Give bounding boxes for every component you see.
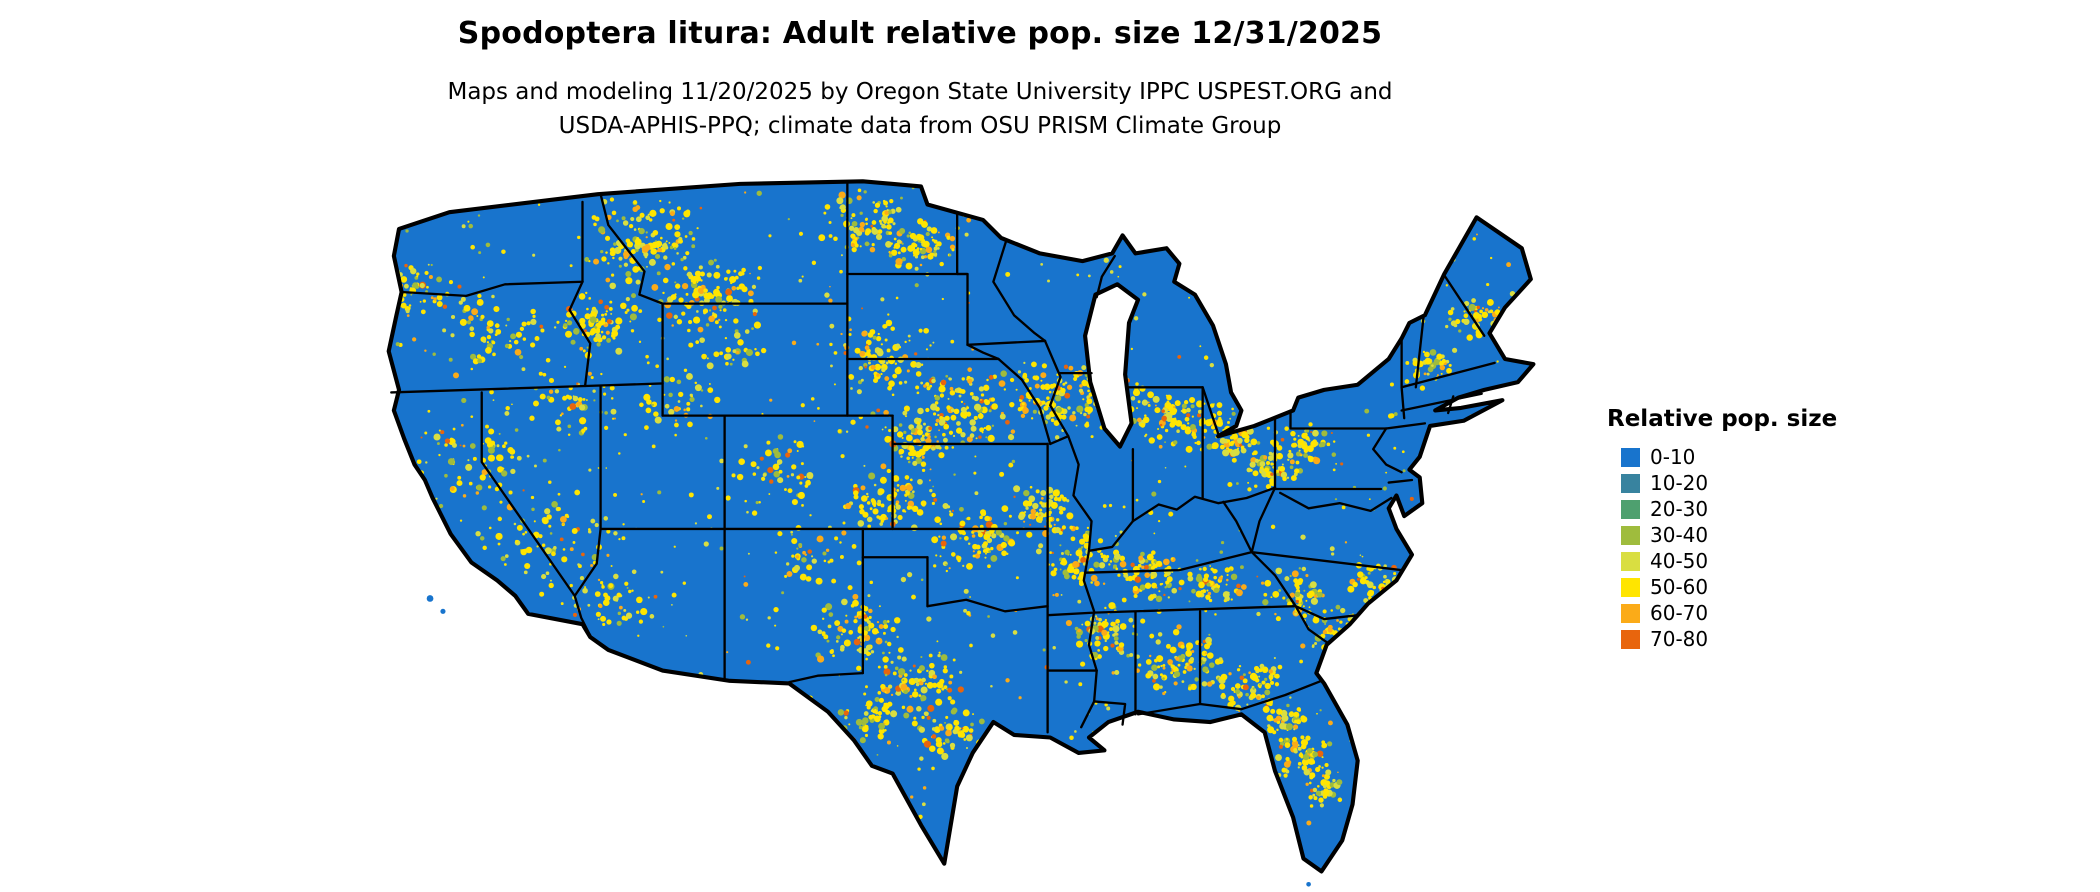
state-borders bbox=[390, 182, 1496, 734]
legend-item: 0-10 bbox=[1621, 444, 1887, 470]
map-title: Spodoptera litura: Adult relative pop. s… bbox=[457, 16, 1383, 51]
legend-swatch bbox=[1621, 499, 1640, 519]
us-map bbox=[275, 171, 1567, 892]
map-subtitle-line2: USDA-APHIS-PPQ; climate data from OSU PR… bbox=[558, 113, 1282, 139]
legend-swatch bbox=[1621, 551, 1640, 571]
legend-label: 20-30 bbox=[1650, 497, 1709, 521]
us-map-svg bbox=[386, 179, 1536, 887]
legend-label: 70-80 bbox=[1650, 627, 1709, 651]
legend-swatch bbox=[1621, 525, 1640, 545]
legend-title: Relative pop. size bbox=[1607, 406, 1838, 432]
legend-item: 30-40 bbox=[1621, 522, 1887, 548]
legend-item: 40-50 bbox=[1621, 548, 1887, 574]
legend-item: 50-60 bbox=[1621, 574, 1887, 600]
map-header: Spodoptera litura: Adult relative pop. s… bbox=[270, 16, 1570, 143]
legend-item: 10-20 bbox=[1621, 470, 1887, 496]
legend-label: 0-10 bbox=[1650, 445, 1696, 469]
legend-label: 50-60 bbox=[1650, 575, 1709, 599]
legend-item: 70-80 bbox=[1621, 626, 1887, 652]
legend-swatch bbox=[1621, 629, 1640, 649]
offshore-islands bbox=[426, 595, 1311, 887]
legend-label: 30-40 bbox=[1650, 523, 1709, 547]
legend-items: 0-10 10-20 20-30 30-40 40-50 50-60 60-70 70-80 bbox=[1607, 444, 1887, 652]
legend-item: 20-30 bbox=[1621, 496, 1887, 522]
legend-label: 40-50 bbox=[1650, 549, 1709, 573]
legend-label: 60-70 bbox=[1650, 601, 1709, 625]
map-legend: Relative pop. size 0-10 10-20 20-30 30-40 40… bbox=[1607, 406, 1887, 652]
legend-label: 10-20 bbox=[1650, 471, 1709, 495]
legend-swatch bbox=[1621, 473, 1640, 493]
country-outline bbox=[386, 179, 1536, 874]
legend-swatch bbox=[1621, 603, 1640, 623]
legend-swatch bbox=[1621, 577, 1640, 597]
map-subtitle-line1: Maps and modeling 11/20/2025 by Oregon S… bbox=[447, 79, 1393, 105]
legend-item: 60-70 bbox=[1621, 600, 1887, 626]
legend-swatch bbox=[1621, 447, 1640, 467]
